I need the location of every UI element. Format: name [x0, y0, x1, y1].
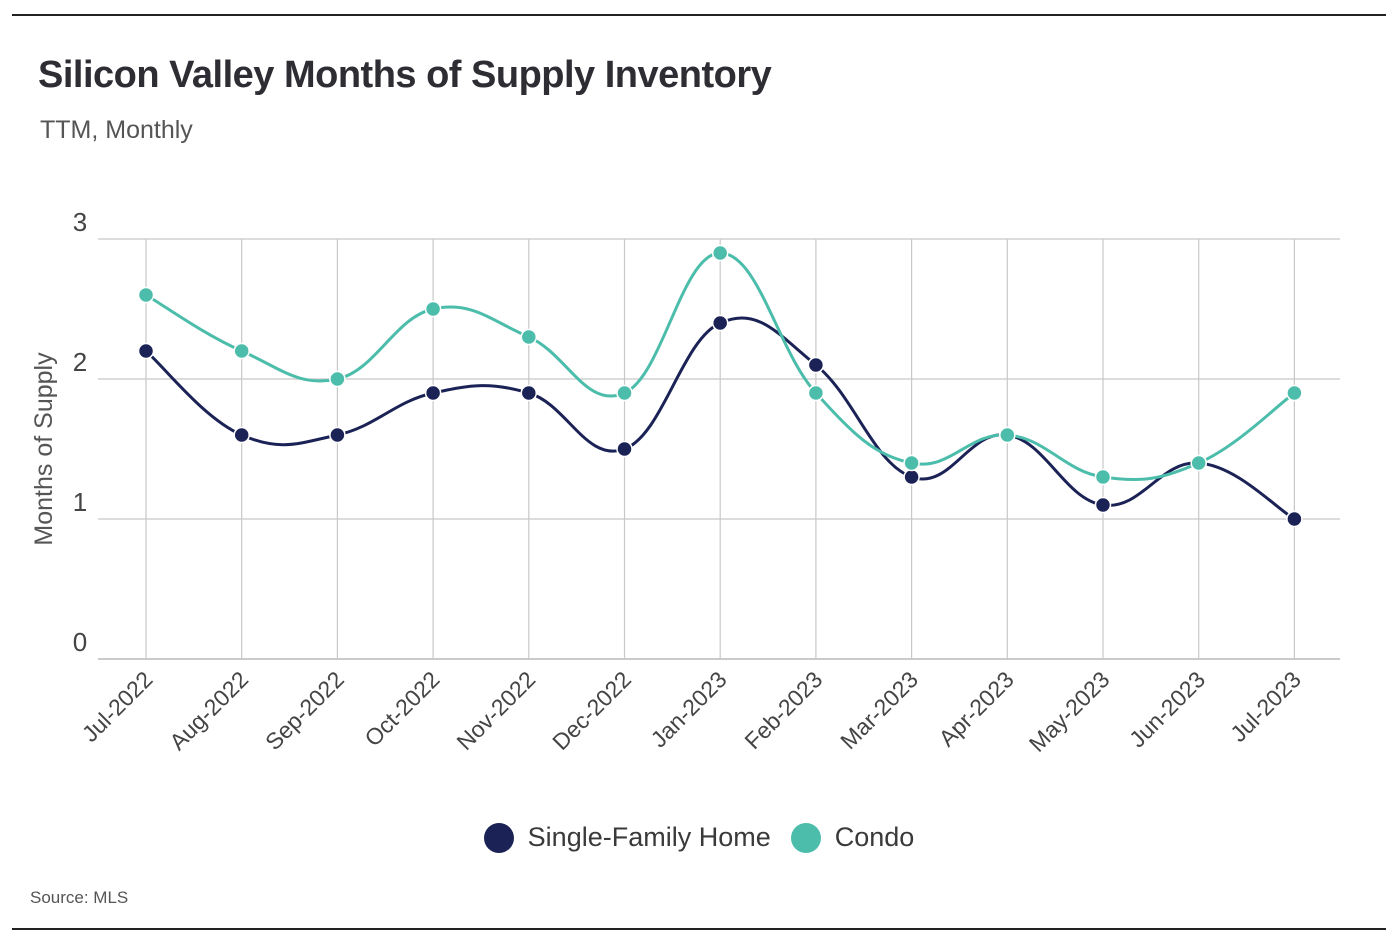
- y-tick-label-0: 0: [73, 627, 87, 657]
- x-tick-label-10: May-2023: [1024, 666, 1115, 757]
- x-tick-label-12: Jul-2023: [1225, 666, 1306, 747]
- data-point-single-family-8: [903, 468, 920, 486]
- data-point-condo-2: [329, 370, 346, 388]
- data-point-single-family-0: [137, 342, 155, 360]
- legend-marker-condo: [790, 822, 821, 853]
- data-point-single-family-4: [520, 384, 538, 402]
- x-tick-label-8: Mar-2023: [835, 666, 923, 754]
- y-tick-label-1: 1: [73, 487, 87, 517]
- source-note: Source: MLS: [30, 888, 129, 907]
- legend: Single-Family Home Condo: [0, 822, 1398, 853]
- data-point-condo-8: [903, 454, 920, 472]
- data-point-condo-9: [999, 426, 1016, 444]
- data-point-condo-11: [1190, 454, 1207, 472]
- legend-item-condo[interactable]: Condo: [790, 822, 915, 853]
- x-tick-label-2: Sep-2022: [260, 666, 349, 755]
- data-point-condo-5: [616, 384, 633, 402]
- data-point-single-family-2: [329, 426, 346, 444]
- legend-label-single-family: Single-Family Home: [527, 822, 771, 852]
- data-point-single-family-7: [807, 356, 825, 374]
- x-tick-label-6: Jan-2023: [646, 666, 732, 752]
- data-point-single-family-12: [1286, 510, 1303, 528]
- legend-label-condo: Condo: [834, 822, 915, 852]
- chart-subtitle: TTM, Monthly: [40, 116, 193, 144]
- data-point-condo-1: [233, 342, 250, 360]
- data-point-condo-10: [1094, 468, 1112, 486]
- x-tick-label-4: Nov-2022: [451, 666, 540, 755]
- y-axis-label: Months of Supply: [30, 352, 58, 546]
- x-tick-label-9: Apr-2023: [934, 666, 1019, 751]
- x-tick-label-5: Dec-2022: [547, 666, 636, 755]
- data-point-single-family-1: [233, 426, 250, 444]
- y-tick-label-3: 3: [73, 207, 87, 237]
- data-point-single-family-5: [616, 440, 633, 458]
- x-tick-label-3: Oct-2022: [359, 666, 444, 751]
- top-rule: [12, 14, 1386, 16]
- data-point-condo-6: [711, 244, 729, 262]
- y-tick-label-2: 2: [73, 347, 87, 377]
- legend-item-single-family[interactable]: Single-Family Home: [483, 822, 771, 853]
- data-point-single-family-10: [1094, 496, 1112, 514]
- data-point-condo-7: [807, 384, 825, 402]
- data-point-condo-12: [1286, 384, 1303, 402]
- data-point-single-family-6: [711, 314, 729, 332]
- data-point-condo-0: [137, 286, 155, 304]
- chart-title: Silicon Valley Months of Supply Inventor…: [38, 54, 772, 96]
- data-point-condo-4: [520, 328, 538, 346]
- bottom-rule: [12, 928, 1386, 930]
- x-tick-label-7: Feb-2023: [739, 666, 827, 754]
- legend-marker-single-family: [483, 822, 514, 853]
- x-tick-label-0: Jul-2022: [77, 666, 158, 747]
- data-point-single-family-3: [424, 384, 442, 402]
- x-tick-label-1: Aug-2022: [164, 666, 253, 755]
- x-tick-label-11: Jun-2023: [1124, 666, 1210, 752]
- data-point-condo-3: [424, 300, 442, 318]
